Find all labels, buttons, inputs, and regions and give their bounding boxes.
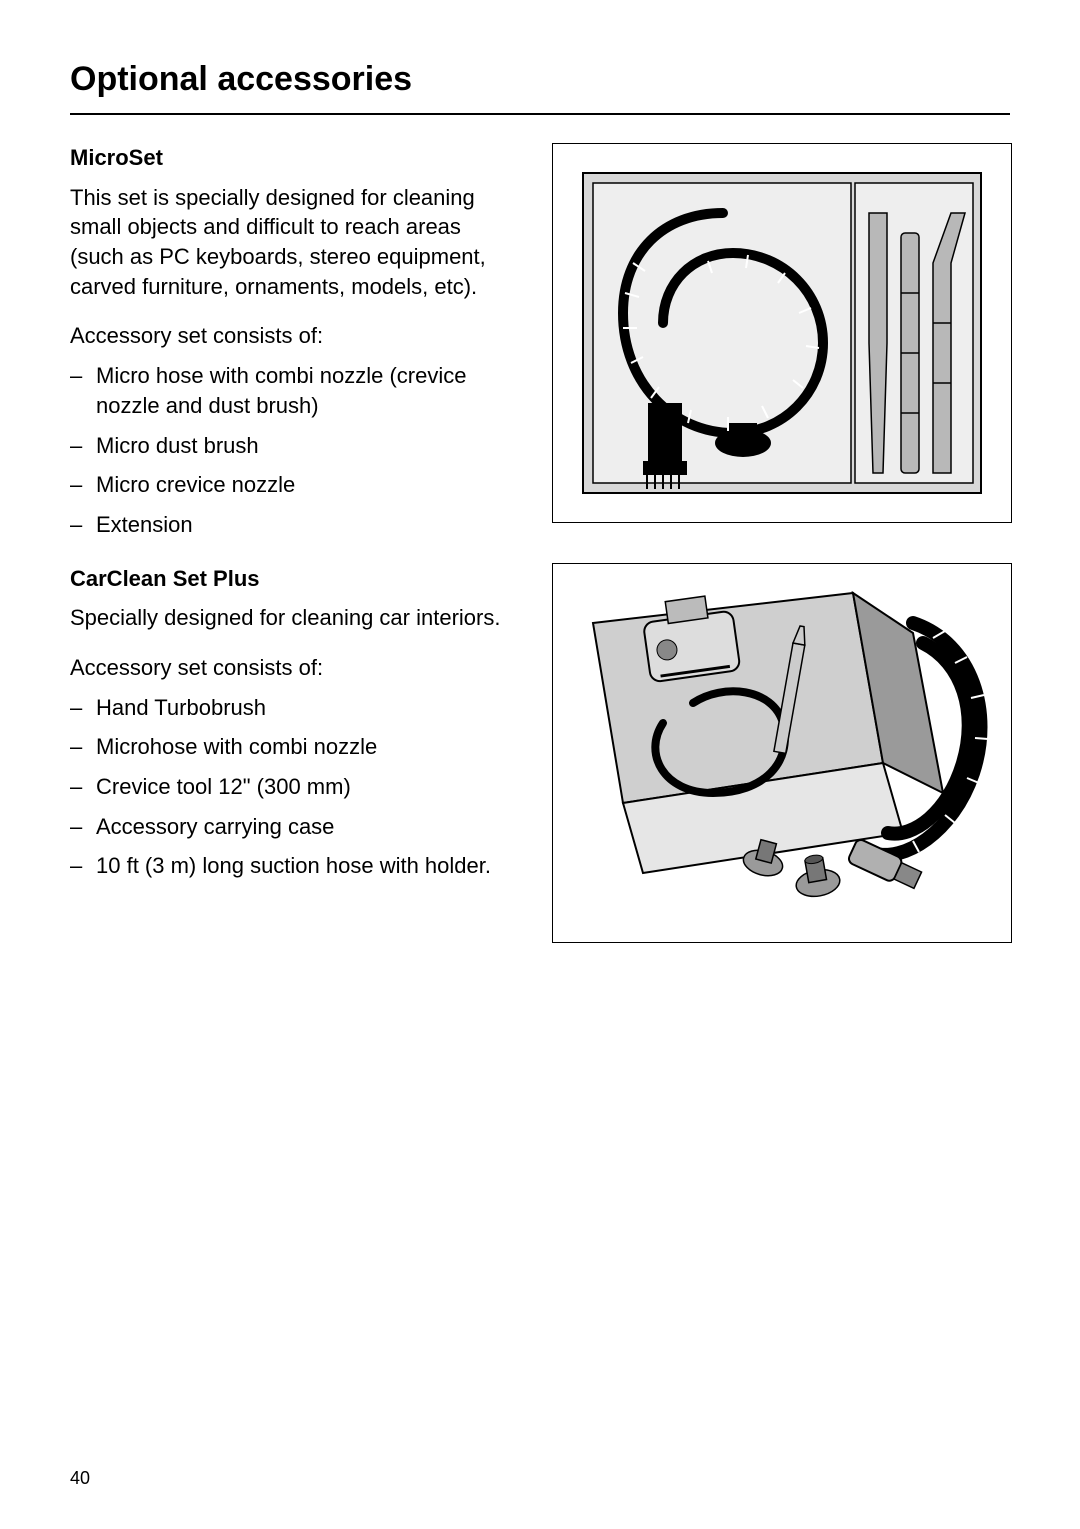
heading-carclean: CarClean Set Plus	[70, 564, 518, 594]
list-item: 10 ft (3 m) long suction hose with holde…	[70, 851, 518, 881]
figure-column	[552, 143, 1012, 943]
microset-list: Micro hose with combi nozzle (crevice no…	[70, 361, 518, 539]
microset-description: This set is specially designed for clean…	[70, 183, 518, 302]
section-carclean: CarClean Set Plus Specially designed for…	[70, 564, 518, 882]
list-item: Micro dust brush	[70, 431, 518, 461]
list-item: Micro hose with combi nozzle (crevice no…	[70, 361, 518, 420]
list-item: Hand Turbobrush	[70, 693, 518, 723]
microset-list-intro: Accessory set consists of:	[70, 321, 518, 351]
content-columns: MicroSet This set is specially designed …	[70, 143, 1010, 943]
carclean-illustration	[552, 563, 1012, 943]
list-item: Accessory carrying case	[70, 812, 518, 842]
carclean-list-intro: Accessory set consists of:	[70, 653, 518, 683]
carclean-description: Specially designed for cleaning car inte…	[70, 603, 518, 633]
carclean-list: Hand Turbobrush Microhose with combi noz…	[70, 693, 518, 881]
heading-microset: MicroSet	[70, 143, 518, 173]
list-item: Crevice tool 12" (300 mm)	[70, 772, 518, 802]
list-item: Microhose with combi nozzle	[70, 732, 518, 762]
text-column: MicroSet This set is specially designed …	[70, 143, 518, 943]
microset-illustration	[552, 143, 1012, 523]
list-item: Micro crevice nozzle	[70, 470, 518, 500]
page-number: 40	[70, 1468, 90, 1489]
list-item: Extension	[70, 510, 518, 540]
page-title: Optional accessories	[70, 60, 1010, 115]
section-microset: MicroSet This set is specially designed …	[70, 143, 518, 540]
